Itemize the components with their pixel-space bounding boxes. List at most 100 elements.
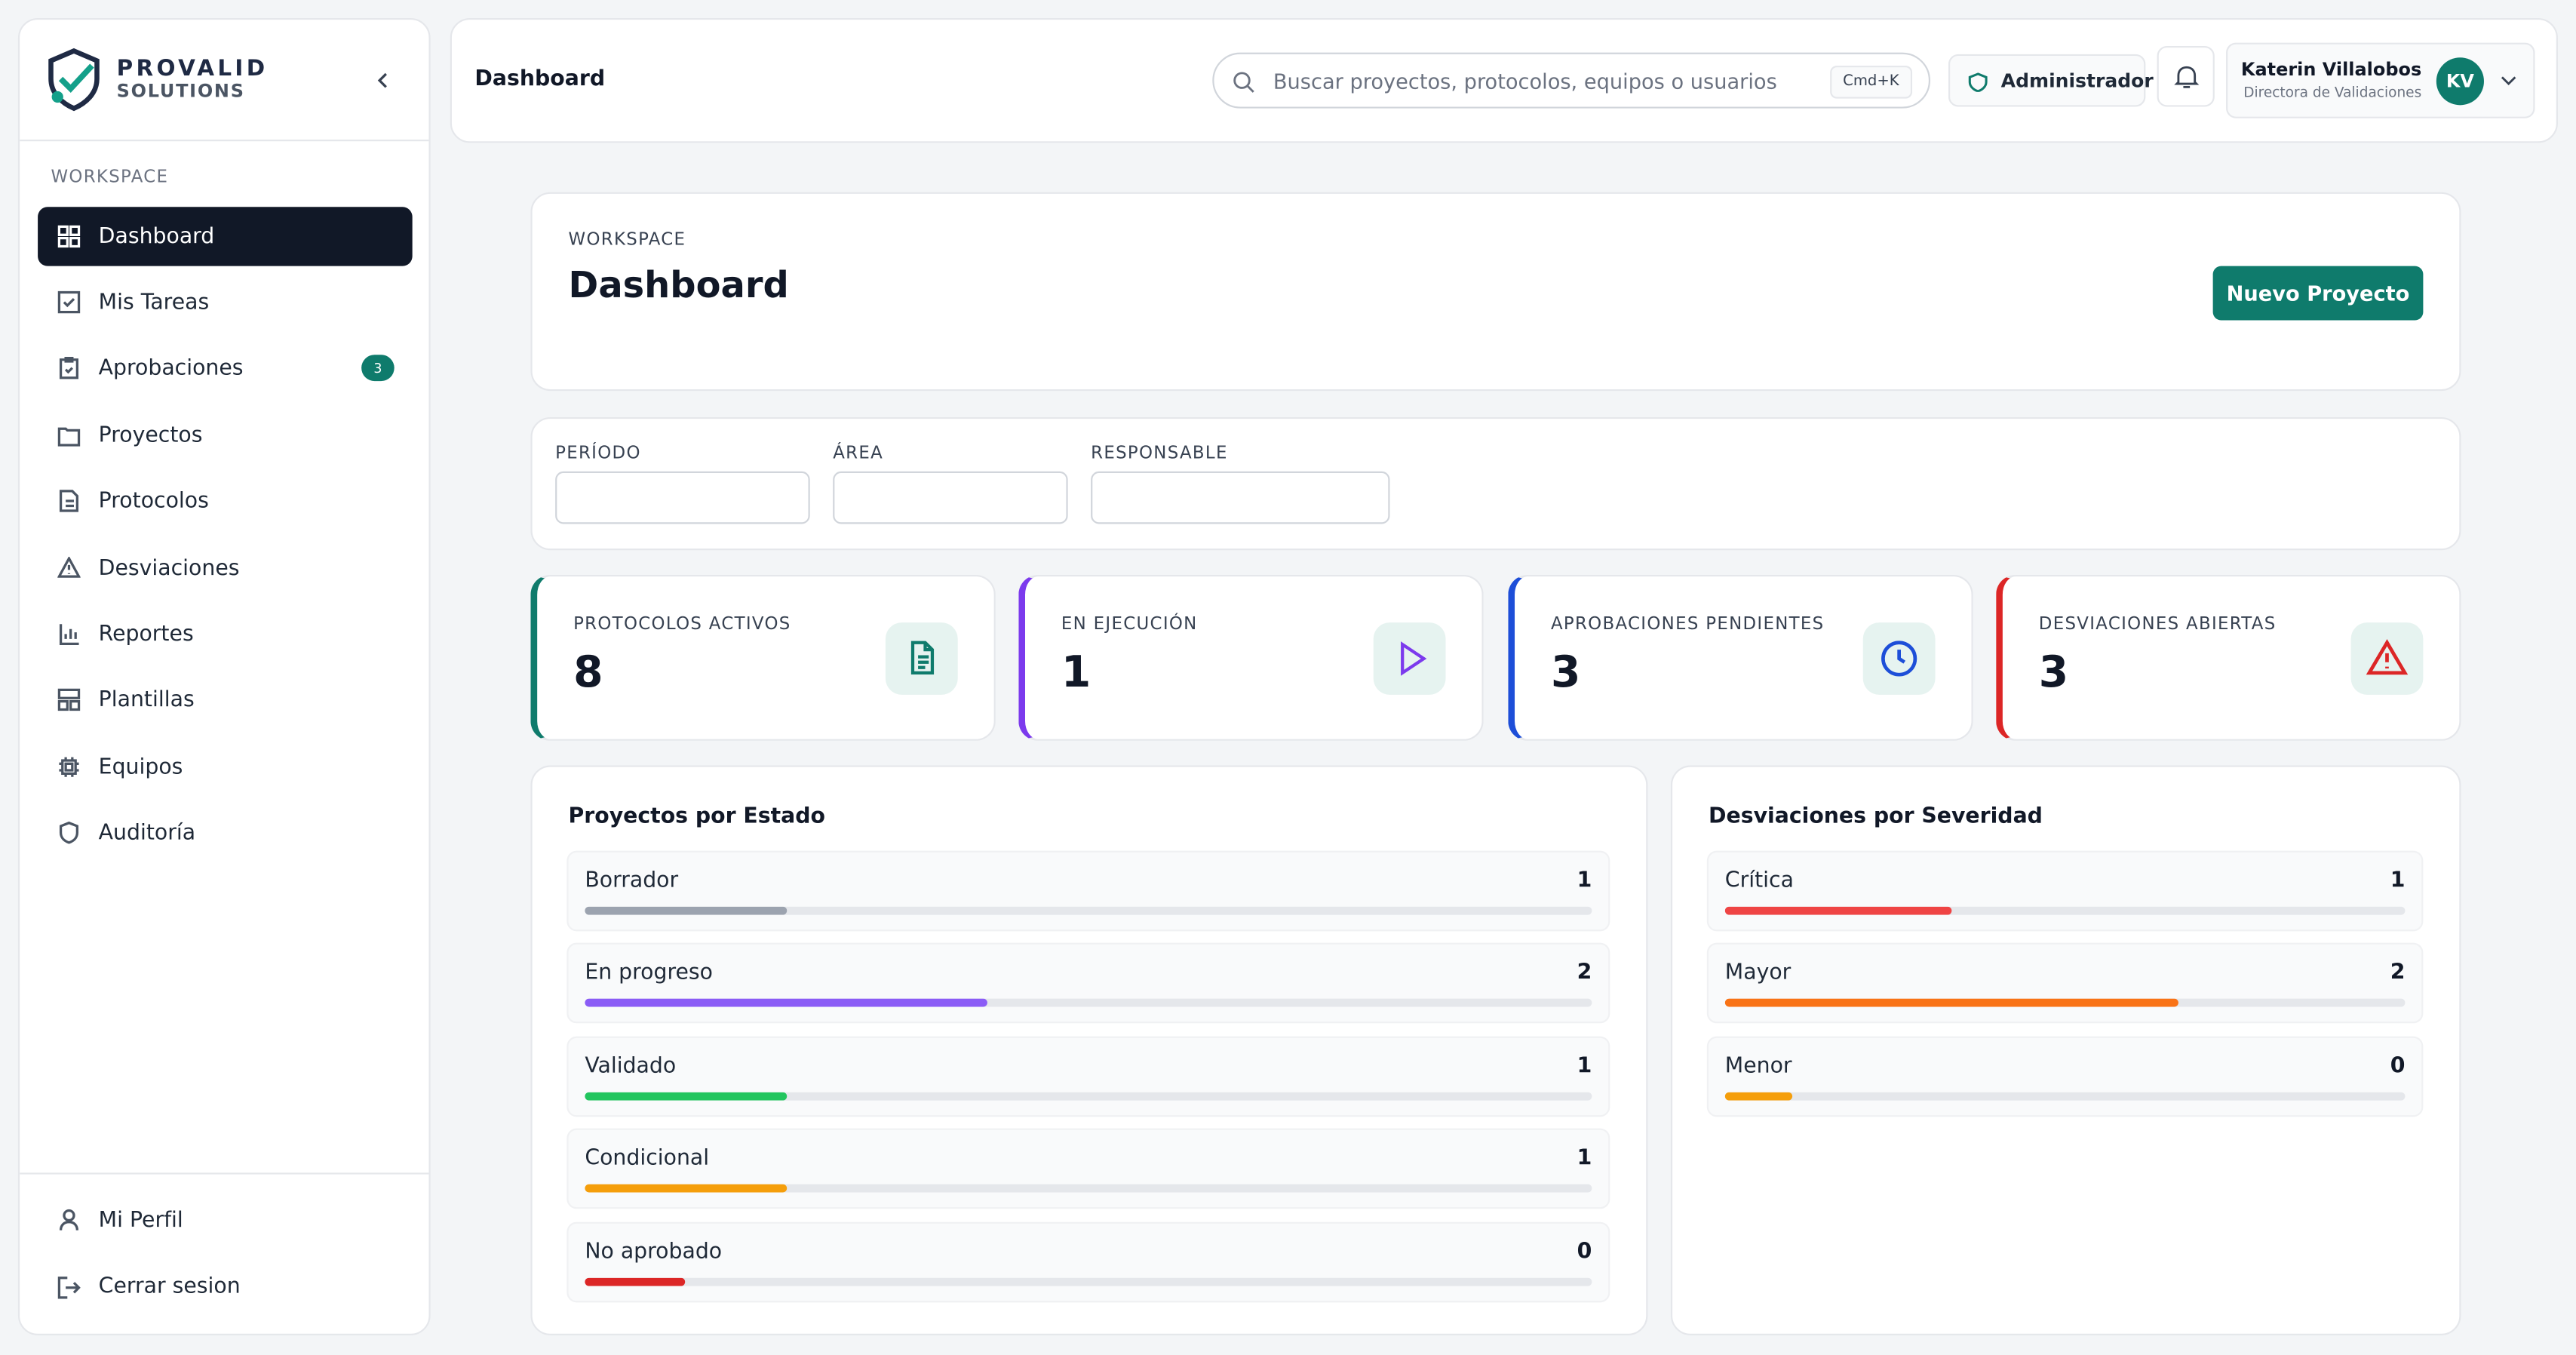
nav-label: Mi Perfil <box>98 1208 183 1233</box>
icon <box>59 1209 78 1231</box>
user-menu[interactable]: Katerin Villalobos Directora de Validaci… <box>2226 42 2535 118</box>
filter-input[interactable] <box>555 471 810 524</box>
nav-item[interactable]: Cerrar sesion <box>38 1257 413 1316</box>
row-value: 1 <box>1577 1054 1592 1079</box>
stat-glyph <box>910 641 935 674</box>
stat-icon <box>1862 622 1936 695</box>
nav-label: Mis Tareas <box>98 290 210 315</box>
eyebrow: WORKSPACE <box>568 229 686 250</box>
progress-fill <box>585 1092 787 1101</box>
nav-item[interactable]: Aprobaciones 3 <box>38 338 413 397</box>
icon <box>59 624 79 646</box>
stat-label: EN EJECUCIÓN <box>1061 614 1198 634</box>
nav-item[interactable]: Desviaciones <box>38 539 413 598</box>
row-label: Condicional <box>585 1146 710 1172</box>
progress-fill <box>585 1184 787 1193</box>
section-label: WORKSPACE <box>51 167 169 188</box>
progress-row: Validado 1 <box>566 1036 1610 1117</box>
row-label: Menor <box>1724 1054 1792 1079</box>
progress-track <box>1724 999 2406 1008</box>
row-value: 1 <box>2390 868 2406 894</box>
nav-item[interactable]: Reportes <box>38 604 413 663</box>
panel-title: Proyectos por Estado <box>568 804 825 830</box>
nav-item[interactable]: Equipos <box>38 737 413 796</box>
nav-label: Reportes <box>98 621 194 647</box>
logo <box>48 48 100 112</box>
nav-item[interactable]: Mi Perfil <box>38 1191 413 1249</box>
shortcut: Cmd+K <box>1829 66 1913 99</box>
filter-input[interactable] <box>833 471 1068 524</box>
nav-label: Dashboard <box>98 224 215 249</box>
progress-row: En progreso 2 <box>566 943 1610 1025</box>
stat-glyph <box>1401 641 1427 676</box>
stat-icon <box>885 622 958 695</box>
filter-label: ÁREA <box>833 443 884 463</box>
nav-label: Protocolos <box>98 488 209 514</box>
nav-item[interactable]: Auditoría <box>38 803 413 862</box>
panel-title: Desviaciones por Severidad <box>1709 804 2043 830</box>
nav-item[interactable]: Mis Tareas <box>38 272 413 331</box>
stat-card: EN EJECUCIÓN 1 <box>1018 574 1484 741</box>
nav-item[interactable]: Dashboard <box>38 207 413 266</box>
icon <box>57 225 81 248</box>
user-name: Katerin Villalobos <box>2240 59 2422 81</box>
stat-value: 3 <box>1550 648 1581 699</box>
nav-label: Plantillas <box>98 687 195 712</box>
stat-label: DESVIACIONES ABIERTAS <box>2038 614 2277 634</box>
progress-track <box>585 1277 1592 1286</box>
progress-row: No aprobado 0 <box>566 1221 1610 1302</box>
icon <box>57 290 81 314</box>
brand-name: PROVALID <box>116 56 269 82</box>
nav-label: Aprobaciones <box>98 355 244 380</box>
icon <box>59 490 78 512</box>
divider <box>20 140 429 142</box>
search-icon <box>1233 72 1254 93</box>
search-placeholder: Buscar proyectos, protocolos, equipos o … <box>1273 69 1777 94</box>
stat-value: 3 <box>2038 648 2069 699</box>
nav-item[interactable]: Protocolos <box>38 472 413 530</box>
stat-card: PROTOCOLOS ACTIVOS 8 <box>530 574 996 741</box>
icon <box>59 821 78 844</box>
notifications[interactable] <box>2157 45 2215 107</box>
filter-label: PERÍODO <box>555 443 641 463</box>
row-label: Crítica <box>1724 868 1794 894</box>
stat-glyph <box>2366 639 2409 675</box>
row-label: Validado <box>585 1054 677 1079</box>
icon <box>59 356 78 379</box>
nav-item[interactable]: Plantillas <box>38 670 413 729</box>
nav-item[interactable]: Proyectos <box>38 406 413 465</box>
nav-label: Desviaciones <box>98 555 240 581</box>
progress-track <box>1724 1092 2406 1101</box>
nav-label: Auditoría <box>98 820 196 846</box>
page-title: Dashboard <box>474 67 606 92</box>
stat-glyph <box>1881 641 1917 677</box>
role-chip[interactable]: Administrador <box>1948 54 2154 107</box>
stat-value: 8 <box>573 648 603 699</box>
user-title: Directora de Validaciones <box>2243 85 2422 102</box>
panel: Proyectos por Estado Borrador 1 En progreso… <box>530 765 1648 1335</box>
chevron <box>2501 76 2516 86</box>
stat-icon <box>2350 622 2424 695</box>
icon <box>59 757 79 777</box>
progress-row: Crítica 1 <box>1706 850 2424 932</box>
row-value: 1 <box>1577 868 1592 894</box>
filter-input[interactable] <box>1091 471 1390 524</box>
row-label: Borrador <box>585 868 679 894</box>
collapse-button[interactable] <box>375 71 391 91</box>
topbar: Dashboard Buscar proyectos, protocolos, … <box>450 17 2558 143</box>
bell-icon <box>2174 66 2200 88</box>
row-value: 2 <box>1577 961 1592 987</box>
progress-fill <box>1724 999 2178 1008</box>
stat-value: 1 <box>1061 648 1091 699</box>
progress-track <box>585 906 1592 915</box>
stat-card: APROBACIONES PENDIENTES 3 <box>1508 574 1973 741</box>
new-project-button[interactable]: Nuevo Proyecto <box>2212 266 2424 321</box>
row-label: En progreso <box>585 961 713 987</box>
progress-row: Mayor 2 <box>1706 943 2424 1025</box>
brand-sub: SOLUTIONS <box>116 80 245 102</box>
row-value: 0 <box>2390 1054 2406 1079</box>
search-box[interactable]: Buscar proyectos, protocolos, equipos o … <box>1212 52 1931 109</box>
avatar: KV <box>2436 57 2484 106</box>
